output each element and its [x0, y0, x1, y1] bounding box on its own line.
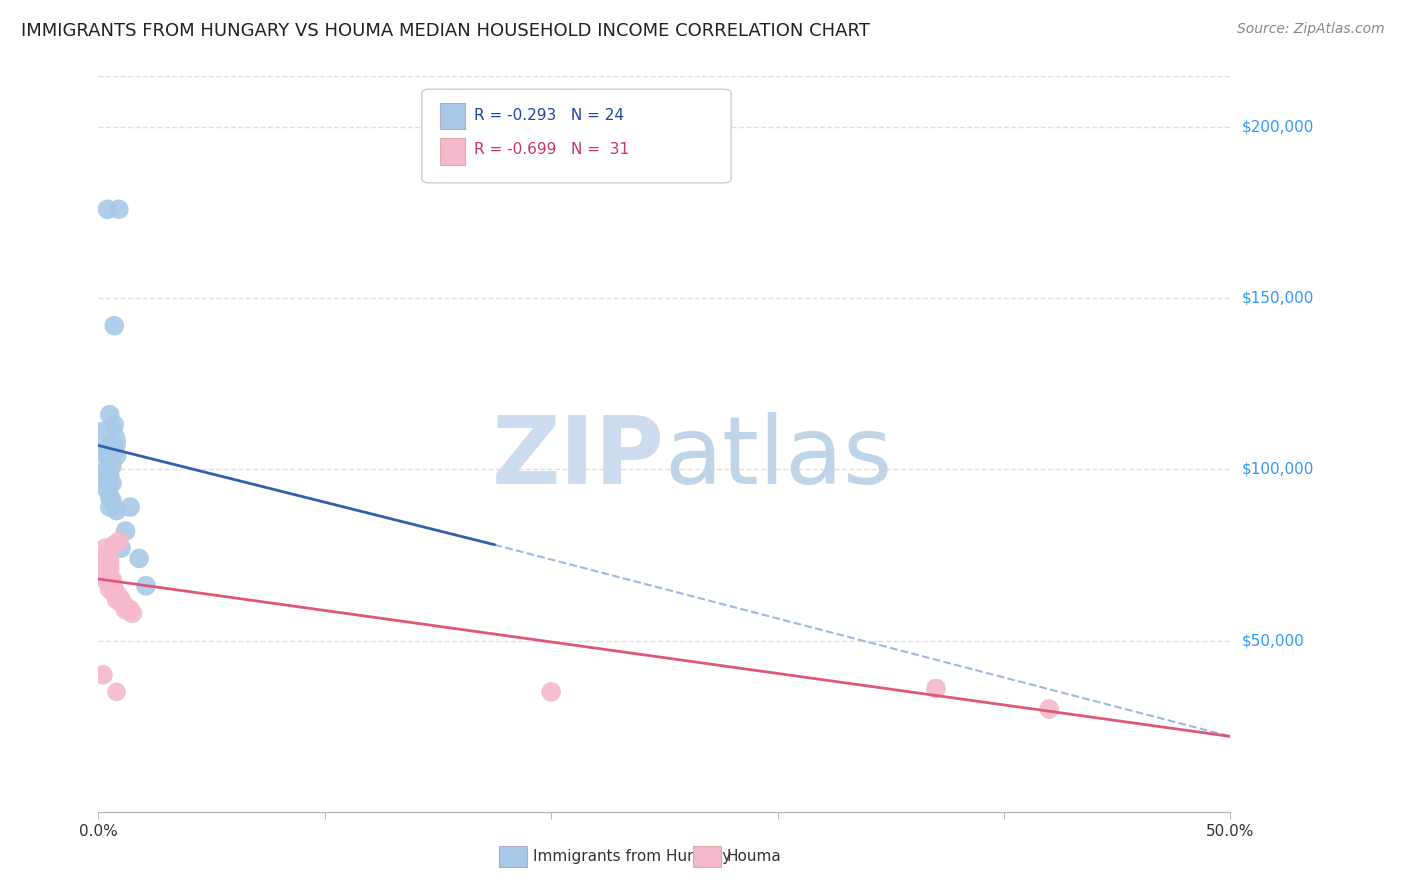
Point: [101, 572, 124, 586]
Point: [98, 582, 121, 597]
Point: [103, 585, 125, 599]
Point: [110, 592, 132, 607]
Point: [105, 685, 128, 699]
Point: [101, 579, 124, 593]
Point: [101, 493, 124, 508]
Text: ZIP: ZIP: [492, 412, 665, 505]
Point: [114, 599, 136, 614]
Point: [98, 469, 121, 483]
Point: [110, 596, 132, 610]
Point: [107, 202, 129, 217]
Point: [94, 565, 117, 579]
Text: atlas: atlas: [665, 412, 893, 505]
Point: [540, 685, 562, 699]
Point: [96, 551, 118, 566]
Point: [98, 408, 121, 422]
Point: [101, 476, 124, 491]
Point: [96, 483, 118, 497]
Point: [98, 555, 121, 569]
Point: [103, 417, 125, 432]
Point: [94, 558, 117, 573]
Point: [120, 500, 142, 514]
Text: $150,000: $150,000: [1241, 291, 1313, 306]
Point: [121, 606, 143, 620]
Point: [96, 575, 118, 590]
Point: [128, 551, 150, 566]
Point: [96, 568, 118, 582]
Point: [105, 449, 128, 463]
Point: [114, 603, 136, 617]
Point: [120, 603, 142, 617]
Point: [105, 592, 128, 607]
Text: $50,000: $50,000: [1241, 633, 1305, 648]
Point: [103, 538, 125, 552]
Point: [110, 541, 132, 556]
Point: [925, 681, 948, 696]
Point: [105, 503, 128, 517]
Text: R = -0.699   N =  31: R = -0.699 N = 31: [474, 143, 628, 157]
Point: [1038, 702, 1060, 716]
Point: [98, 500, 121, 514]
Point: [94, 541, 117, 556]
Point: [103, 582, 125, 597]
Point: [98, 562, 121, 576]
Point: [101, 438, 124, 452]
Point: [98, 572, 121, 586]
Point: [91, 668, 114, 682]
Point: [103, 318, 125, 333]
Text: $200,000: $200,000: [1241, 120, 1313, 135]
Point: [96, 548, 118, 562]
Text: IMMIGRANTS FROM HUNGARY VS HOUMA MEDIAN HOUSEHOLD INCOME CORRELATION CHART: IMMIGRANTS FROM HUNGARY VS HOUMA MEDIAN …: [21, 22, 870, 40]
Text: Source: ZipAtlas.com: Source: ZipAtlas.com: [1237, 22, 1385, 37]
Point: [107, 534, 129, 549]
Point: [101, 458, 124, 473]
Point: [98, 490, 121, 504]
Text: Immigrants from Hungary: Immigrants from Hungary: [533, 849, 731, 863]
Point: [94, 466, 117, 480]
Point: [96, 558, 118, 573]
Point: [96, 473, 118, 487]
Point: [107, 589, 129, 603]
Point: [94, 435, 117, 450]
Text: R = -0.293   N = 24: R = -0.293 N = 24: [474, 109, 624, 123]
Point: [96, 202, 118, 217]
Point: [135, 579, 157, 593]
Text: $100,000: $100,000: [1241, 462, 1313, 477]
Point: [114, 524, 136, 538]
Point: [96, 445, 118, 459]
Text: Houma: Houma: [727, 849, 782, 863]
